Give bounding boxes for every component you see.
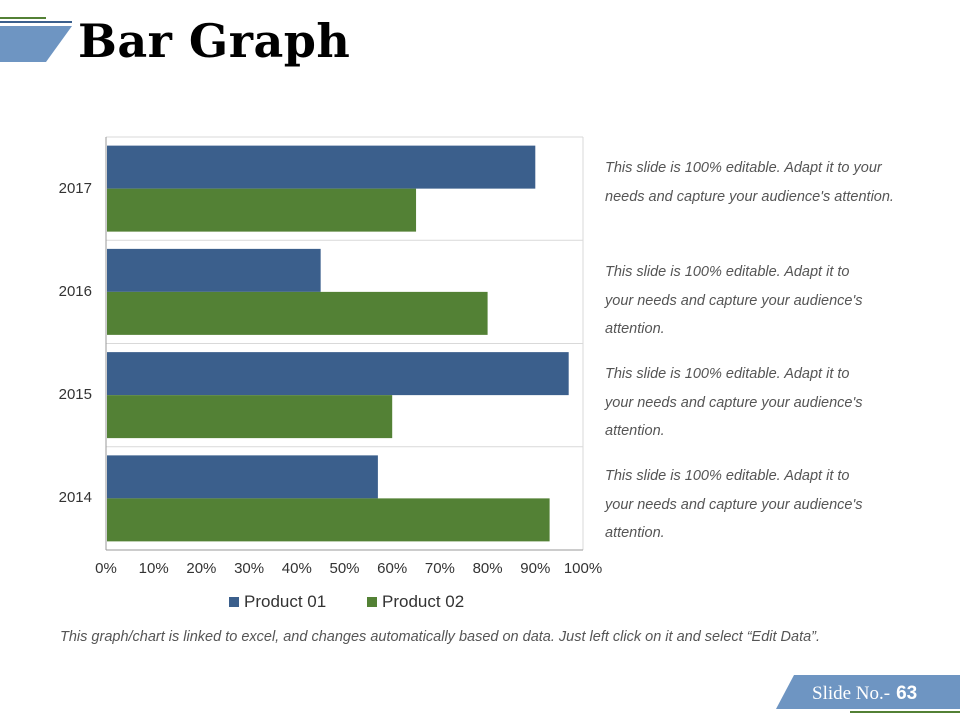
description-2017: This slide is 100% editable. Adapt it to… (605, 154, 905, 211)
bar-product-02-2015 (107, 395, 393, 439)
x-tick-label: 50% (329, 560, 360, 577)
slide-label: Slide No.- (812, 683, 891, 704)
x-tick-label: 90% (520, 560, 551, 577)
slide-number: 63 (896, 683, 918, 704)
legend-label: Product 01 (244, 592, 327, 611)
description-line: This slide is 100% editable. Adapt it to… (605, 160, 882, 176)
page-title: Bar Graph (78, 14, 351, 68)
y-tick-label: 2014 (58, 489, 92, 507)
description-2015: This slide is 100% editable. Adapt it to… (605, 360, 905, 446)
y-tick-label: 2017 (58, 179, 92, 197)
description-2014: This slide is 100% editable. Adapt it to… (605, 462, 905, 548)
description-line: your needs and capture your audience's (605, 394, 863, 411)
footnote: This graph/chart is linked to excel, and… (60, 629, 821, 645)
description-line: needs and capture your audience's attent… (605, 188, 894, 205)
description-line: your needs and capture your audience's (605, 496, 863, 513)
x-tick-label: 30% (234, 560, 265, 577)
description-line: attention. (605, 321, 665, 337)
x-tick-label: 60% (377, 560, 408, 577)
bar-product-01-2016 (107, 248, 321, 292)
y-tick-label: 2015 (58, 386, 92, 404)
x-tick-label: 40% (281, 560, 312, 577)
slide-number-badge (776, 675, 960, 713)
description-2016: This slide is 100% editable. Adapt it to… (605, 258, 905, 344)
description-line: your needs and capture your audience's (605, 292, 863, 309)
description-line: This slide is 100% editable. Adapt it to (605, 264, 850, 280)
legend-swatch-product-01 (229, 597, 239, 607)
x-tick-label: 0% (95, 560, 117, 577)
x-tick-label: 100% (563, 560, 603, 577)
legend-item-product-02: Product 02 (367, 592, 464, 612)
y-tick-label: 2016 (58, 282, 92, 300)
description-line: attention. (605, 525, 665, 541)
legend-label: Product 02 (382, 592, 465, 611)
description-line: This slide is 100% editable. Adapt it to (605, 468, 850, 484)
x-tick-label: 10% (138, 560, 169, 577)
slide-number-label: Slide No.- 63 (812, 683, 917, 705)
description-line: This slide is 100% editable. Adapt it to (605, 366, 850, 382)
bar-product-02-2017 (107, 188, 417, 232)
header-accent-shape (0, 17, 72, 62)
description-line: attention. (605, 423, 665, 439)
legend-swatch-product-02 (367, 597, 377, 607)
bar-product-01-2017 (107, 145, 536, 189)
bar-product-02-2014 (107, 498, 550, 542)
x-tick-label: 70% (424, 560, 455, 577)
legend-item-product-01: Product 01 (229, 592, 326, 612)
bar-product-02-2016 (107, 291, 488, 335)
bar-product-01-2015 (107, 352, 569, 396)
x-tick-label: 80% (472, 560, 503, 577)
x-tick-label: 20% (186, 560, 217, 577)
bar-product-01-2014 (107, 455, 378, 499)
